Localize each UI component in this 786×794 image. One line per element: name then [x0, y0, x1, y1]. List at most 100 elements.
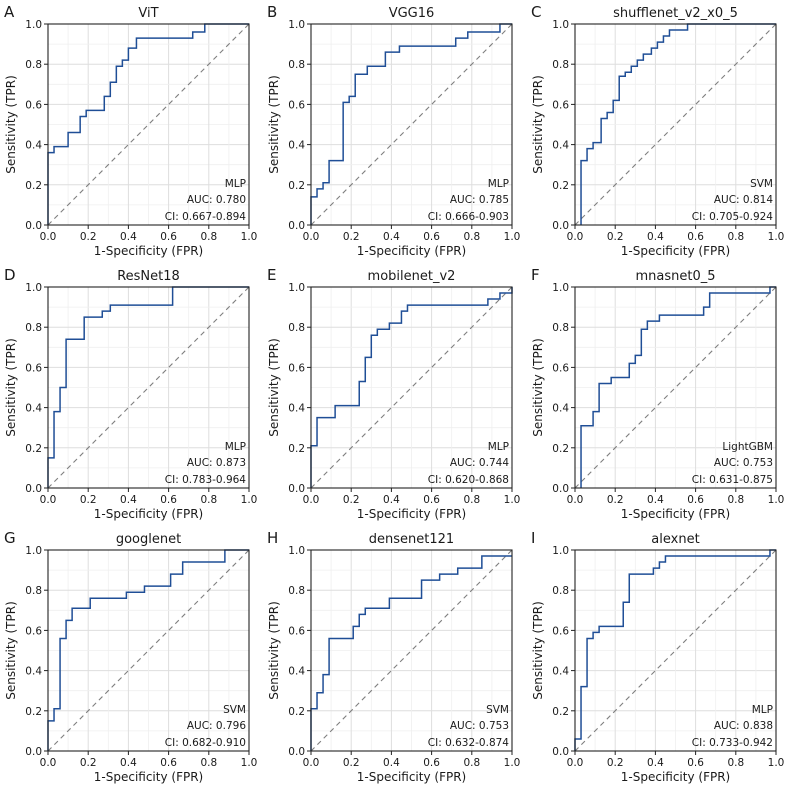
panel-i-auc-label: AUC: 0.838	[714, 720, 773, 732]
panel-h-ci-label: CI: 0.632-0.874	[428, 737, 510, 749]
panel-b-x-tick-label: 0.8	[463, 231, 480, 243]
panel-a-x-tick-label: 0.4	[120, 231, 137, 243]
panel-b-title: VGG16	[389, 6, 435, 21]
panel-e-roc-curve	[310, 287, 513, 488]
panel-i-y-axis-label: Sensitivity (TPR)	[531, 601, 545, 700]
panel-b-y-tick-label: 0.2	[288, 180, 305, 192]
panel-h-letter: H	[267, 529, 278, 547]
panel-c-frame	[574, 23, 777, 226]
panel-c-auc-label: AUC: 0.814	[714, 194, 773, 206]
panel-g-letter: G	[4, 529, 16, 547]
panel-e-y-tick-label: 0.6	[288, 362, 305, 374]
panel-i-y-tick-label: 1.0	[552, 545, 569, 557]
panel-g-x-tick-label: 0.0	[40, 757, 57, 769]
panel-h-y-tick-label: 0.2	[288, 706, 305, 718]
panel-h-title: densenet121	[369, 532, 454, 547]
panel-g-y-tick-label: 1.0	[25, 545, 42, 557]
panel-a-y-tick-label: 0.2	[25, 180, 42, 192]
panel-i-y-tick-label: 0.6	[552, 625, 569, 637]
panel-g-x-axis-label: 1-Specificity (FPR)	[94, 770, 203, 784]
panel-f-y-tick-label: 0.6	[552, 362, 569, 374]
panel-a-x-axis-label: 1-Specificity (FPR)	[94, 244, 203, 258]
panel-i: 0.00.0 0.2 0.2 0.4 0.4 0.6 0.6 0.8 0.8 1.0 1.0 I ale…	[531, 529, 784, 784]
panel-c-x-tick-label: 0.6	[687, 231, 704, 243]
panel-g-y-axis-label: Sensitivity (TPR)	[4, 601, 18, 700]
panel-i-ci-label: CI: 0.733-0.942	[692, 737, 773, 749]
panel-b-x-tick-label: 1.0	[504, 231, 521, 243]
panel-d-y-tick-label: 0.2	[25, 443, 42, 455]
panel-b-x-tick-label: 0.4	[383, 231, 400, 243]
panel-e-y-tick-label: 0.2	[288, 443, 305, 455]
panel-g-roc-curve	[47, 549, 249, 751]
panel-f-x-tick-label: 1.0	[768, 494, 785, 506]
panel-d-x-tick-label: 0.8	[200, 494, 217, 506]
panel-e-y-tick-label: 1.0	[288, 282, 305, 294]
panel-d-chance-line	[47, 286, 250, 489]
panel-g-y-tick-label: 0.2	[25, 706, 42, 718]
panel-d-y-tick-label: 0.6	[25, 362, 42, 374]
panel-f-y-tick-label: 0.0	[552, 483, 569, 495]
panel-g-y-tick-label: 0.0	[25, 746, 42, 758]
panel-e: 0.00.0 0.2 0.2 0.4 0.4 0.6 0.6 0.8 0.8 1.0 1.0 E mob…	[267, 266, 520, 521]
panel-i-y-tick-label: 0.4	[552, 666, 569, 678]
panel-g-title: googlenet	[116, 532, 181, 547]
panel-f-model-label: LightGBM	[722, 441, 773, 453]
panel-i-letter: I	[531, 529, 535, 547]
panel-a-letter: A	[4, 3, 15, 21]
panel-f-x-tick-label: 0.8	[727, 494, 744, 506]
panel-a-y-tick-label: 0.4	[25, 140, 42, 152]
panel-d-x-tick-label: 0.4	[120, 494, 137, 506]
panel-c-x-tick-label: 0.2	[607, 231, 624, 243]
panel-e-x-tick-label: 0.0	[303, 494, 320, 506]
panel-h-y-tick-label: 0.6	[288, 625, 305, 637]
panel-i-x-tick-label: 0.8	[727, 757, 744, 769]
panel-e-y-tick-label: 0.0	[288, 483, 305, 495]
panel-f-frame	[574, 286, 777, 489]
panel-b-chance-line	[310, 23, 513, 226]
panel-a-y-tick-label: 0.6	[25, 99, 42, 111]
panel-h-frame	[310, 549, 513, 752]
panel-c-y-tick-label: 0.4	[552, 140, 569, 152]
panel-f-y-tick-label: 0.2	[552, 443, 569, 455]
panel-e-auc-label: AUC: 0.744	[450, 457, 509, 469]
panel-h-y-axis-label: Sensitivity (TPR)	[267, 601, 281, 700]
panel-b-y-tick-label: 0.6	[288, 99, 305, 111]
panel-b-letter: B	[267, 3, 277, 21]
panel-e-model-label: MLP	[488, 441, 509, 453]
panel-i-x-tick-label: 0.6	[687, 757, 704, 769]
panel-b-x-tick-label: 0.0	[303, 231, 320, 243]
panel-e-letter: E	[267, 266, 276, 284]
panel-d-y-tick-label: 0.0	[25, 483, 42, 495]
panel-c-title: shufflenet_v2_x0_5	[613, 6, 738, 21]
panel-f-letter: F	[531, 266, 540, 284]
panel-c-x-axis-label: 1-Specificity (FPR)	[621, 244, 730, 258]
panel-f-auc-label: AUC: 0.753	[714, 457, 773, 469]
panel-b-model-label: MLP	[488, 178, 509, 190]
panel-g-model-label: SVM	[223, 704, 246, 716]
panel-h-y-tick-label: 1.0	[288, 545, 305, 557]
panel-d-y-axis-label: Sensitivity (TPR)	[4, 338, 18, 437]
panel-c: 0.00.0 0.2 0.2 0.4 0.4 0.6 0.6 0.8 0.8 1.0 1.0 C shu…	[531, 3, 784, 258]
panel-f: 0.00.0 0.2 0.2 0.4 0.4 0.6 0.6 0.8 0.8 1.0 1.0 F mna…	[531, 266, 784, 521]
panel-i-x-tick-label: 0.0	[567, 757, 584, 769]
panel-d-x-tick-label: 0.0	[40, 494, 57, 506]
panel-g: 0.00.0 0.2 0.2 0.4 0.4 0.6 0.6 0.8 0.8 1.0 1.0 G goo…	[4, 529, 257, 784]
panel-a-chance-line	[47, 23, 250, 226]
panel-c-letter: C	[531, 3, 541, 21]
panel-g-y-tick-label: 0.8	[25, 585, 42, 597]
panel-h-auc-label: AUC: 0.753	[450, 720, 509, 732]
panel-e-x-tick-label: 0.6	[423, 494, 440, 506]
panel-e-chance-line	[310, 286, 513, 489]
panel-a-x-tick-label: 0.8	[200, 231, 217, 243]
panel-g-x-tick-label: 0.2	[80, 757, 97, 769]
panel-h: 0.00.0 0.2 0.2 0.4 0.4 0.6 0.6 0.8 0.8 1.0 1.0 H den…	[267, 529, 520, 784]
panel-c-model-label: SVM	[750, 178, 773, 190]
panel-b-y-tick-label: 0.0	[288, 220, 305, 232]
panel-i-x-tick-label: 0.2	[607, 757, 624, 769]
panel-d-model-label: MLP	[225, 441, 246, 453]
panel-h-x-axis-label: 1-Specificity (FPR)	[357, 770, 466, 784]
panel-a-y-tick-label: 0.8	[25, 59, 42, 71]
panel-d-auc-label: AUC: 0.873	[187, 457, 246, 469]
panel-d-y-tick-label: 0.4	[25, 403, 42, 415]
